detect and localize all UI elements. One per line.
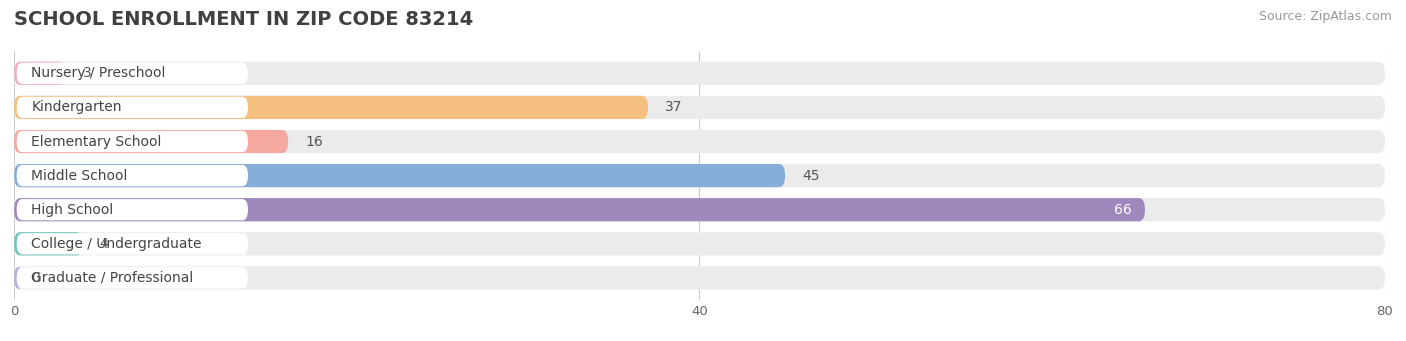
Text: 45: 45: [803, 168, 820, 183]
FancyBboxPatch shape: [14, 96, 648, 119]
Text: High School: High School: [31, 203, 114, 217]
FancyBboxPatch shape: [14, 266, 22, 290]
FancyBboxPatch shape: [14, 164, 785, 187]
FancyBboxPatch shape: [17, 63, 247, 84]
Text: Middle School: Middle School: [31, 168, 128, 183]
FancyBboxPatch shape: [17, 97, 247, 118]
FancyBboxPatch shape: [14, 266, 1385, 290]
FancyBboxPatch shape: [17, 131, 247, 152]
Text: Nursery / Preschool: Nursery / Preschool: [31, 66, 166, 80]
FancyBboxPatch shape: [17, 199, 247, 220]
FancyBboxPatch shape: [14, 232, 1385, 255]
FancyBboxPatch shape: [14, 198, 1144, 221]
Text: Graduate / Professional: Graduate / Professional: [31, 271, 194, 285]
Text: 66: 66: [1114, 203, 1132, 217]
Text: College / Undergraduate: College / Undergraduate: [31, 237, 201, 251]
FancyBboxPatch shape: [17, 233, 247, 254]
Text: SCHOOL ENROLLMENT IN ZIP CODE 83214: SCHOOL ENROLLMENT IN ZIP CODE 83214: [14, 10, 474, 29]
Text: 4: 4: [100, 237, 108, 251]
FancyBboxPatch shape: [14, 164, 1385, 187]
FancyBboxPatch shape: [14, 232, 83, 255]
Text: Kindergarten: Kindergarten: [31, 100, 122, 115]
Text: Elementary School: Elementary School: [31, 134, 162, 149]
Text: 37: 37: [665, 100, 683, 115]
FancyBboxPatch shape: [14, 130, 1385, 153]
FancyBboxPatch shape: [14, 62, 1385, 85]
FancyBboxPatch shape: [17, 165, 247, 186]
Text: 3: 3: [83, 66, 91, 80]
Text: Source: ZipAtlas.com: Source: ZipAtlas.com: [1258, 10, 1392, 23]
Text: 0: 0: [31, 271, 39, 285]
FancyBboxPatch shape: [14, 96, 1385, 119]
Text: 16: 16: [305, 134, 323, 149]
FancyBboxPatch shape: [17, 267, 247, 288]
FancyBboxPatch shape: [14, 62, 66, 85]
FancyBboxPatch shape: [14, 130, 288, 153]
FancyBboxPatch shape: [14, 198, 1385, 221]
